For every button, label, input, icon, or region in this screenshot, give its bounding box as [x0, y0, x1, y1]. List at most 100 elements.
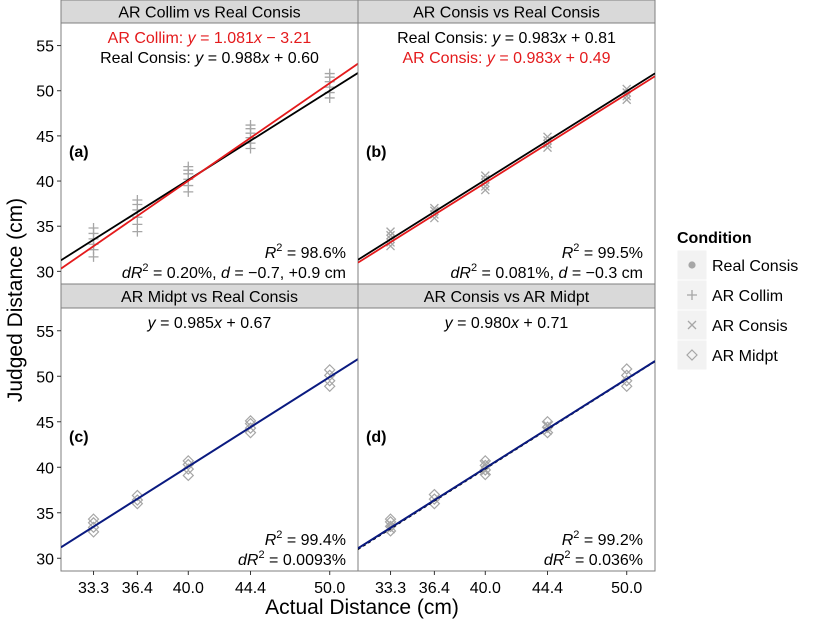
legend-item: AR Collim	[676, 279, 783, 311]
panel-background	[60, 22, 359, 285]
panel-tag: (b)	[366, 144, 386, 161]
data-point	[620, 363, 633, 375]
equation-label: y = 0.980x + 0.71	[444, 315, 569, 332]
y-tick-label: 40	[36, 174, 54, 191]
equation-label: Real Consis: y = 0.983x + 0.81	[397, 30, 616, 47]
x-tick-label: 44.4	[532, 580, 563, 597]
data-point	[88, 223, 99, 234]
data-point	[620, 374, 633, 387]
y-tick-label: 55	[36, 324, 54, 341]
data-point	[323, 364, 336, 376]
x-axis-label: Actual Distance (cm)	[265, 596, 459, 619]
data-point	[131, 489, 144, 502]
legend-label: Real Consis	[712, 258, 798, 275]
data-point	[386, 227, 395, 237]
fit-line	[358, 75, 655, 264]
equation-label: Real Consis: y = 0.988x + 0.60	[100, 50, 319, 67]
data-point	[87, 526, 100, 538]
y-tick-label: 45	[36, 129, 54, 146]
fit-line	[61, 62, 358, 270]
y-axis-ticks: 30 35 40 45 50 55 30 35 40 45 50 55	[36, 39, 61, 568]
y-tick-label: 30	[36, 551, 54, 568]
y-tick-label: 40	[36, 460, 54, 477]
data-point	[620, 369, 633, 382]
panel-tag: (c)	[69, 429, 89, 446]
y-tick-label: 35	[36, 219, 54, 236]
data-point	[131, 494, 144, 506]
legend-key	[676, 339, 708, 371]
x-tick-label: 33.3	[78, 580, 109, 597]
data-point	[182, 469, 195, 482]
fit-line	[358, 360, 655, 550]
data-point	[323, 380, 336, 393]
equation-label: y = 0.985x + 0.67	[147, 315, 272, 332]
panel-d: AR Consis vs AR Midpt y = 0.980x + 0.71 (d…	[357, 283, 656, 572]
d-r-squared-label: dR2 = 0.20%, d = −0.7, +0.9 cm	[122, 262, 346, 282]
data-point	[244, 426, 257, 439]
x-tick-label: 36.4	[122, 580, 153, 597]
panel-tag: (a)	[69, 144, 89, 161]
legend-dot-icon	[688, 261, 696, 269]
legend-diamond-icon	[686, 349, 698, 361]
data-point	[244, 414, 257, 427]
data-point	[479, 455, 492, 467]
data-point	[182, 463, 195, 475]
y-tick-label: 45	[36, 415, 54, 432]
data-point	[323, 369, 336, 382]
panel-c: AR Midpt vs Real Consis y = 0.985x + 0.67…	[60, 283, 359, 572]
y-tick-label: 30	[36, 264, 54, 281]
x-tick-label: 50.0	[611, 580, 642, 597]
y-tick-label: 50	[36, 369, 54, 386]
x-tick-label: 33.3	[375, 580, 406, 597]
data-point	[480, 466, 490, 476]
x-tick-label: 36.4	[419, 580, 450, 597]
facet-strip-label: AR Midpt vs Real Consis	[121, 289, 298, 306]
x-tick-label: 40.0	[173, 580, 204, 597]
data-point	[541, 421, 554, 434]
fit-lines	[61, 62, 358, 270]
data-point	[480, 185, 490, 195]
x-tick-label: 50.0	[314, 580, 345, 597]
y-tick-label: 35	[36, 506, 54, 523]
legend-item: AR Midpt	[676, 339, 778, 371]
fit-line	[61, 358, 358, 549]
x-tick-label: 40.0	[470, 580, 501, 597]
fit-lines	[61, 358, 358, 549]
r-squared-label: R2 = 99.2%	[562, 529, 643, 549]
data-point	[324, 68, 335, 79]
equation-label: AR Consis: y = 0.983x + 0.49	[402, 50, 610, 67]
data-point	[245, 120, 256, 131]
data-point	[541, 415, 554, 428]
panel-background	[357, 307, 656, 572]
r-squared-label: R2 = 99.4%	[265, 529, 346, 549]
legend-label: AR Midpt	[712, 348, 778, 365]
y-tick-label: 55	[36, 39, 54, 56]
legend-item: Real Consis	[676, 249, 798, 281]
facet-strip-label: AR Consis vs AR Midpt	[424, 289, 590, 306]
facet-strip-label: AR Consis vs Real Consis	[413, 5, 600, 22]
data-point	[244, 422, 257, 434]
facet-panels: AR Collim vs Real Consis AR Collim: y = 1…	[60, 0, 656, 572]
data-point	[132, 195, 143, 206]
facet-strip-label: AR Collim vs Real Consis	[118, 5, 300, 22]
data-point	[620, 380, 633, 393]
data-point	[479, 468, 492, 481]
facet-strip	[357, 283, 656, 309]
d-r-squared-label: dR2 = 0.036%	[544, 549, 643, 569]
legend-plus-icon	[687, 290, 697, 300]
facet-strip	[60, 283, 359, 309]
panel-tag: (d)	[366, 429, 386, 446]
legend-label: AR Consis	[712, 318, 788, 335]
data-point	[87, 513, 100, 525]
y-axis-label: Judged Distance (cm)	[4, 198, 27, 402]
x-tick-label: 44.4	[235, 580, 266, 597]
r-squared-label: R2 = 98.6%	[265, 242, 346, 262]
data-point	[622, 95, 632, 105]
y-tick-label: 50	[36, 84, 54, 101]
legend-cross-icon	[687, 320, 697, 330]
d-r-squared-label: dR2 = 0.0093%	[238, 549, 346, 569]
data-point	[183, 161, 194, 172]
legend-item: AR Consis	[676, 309, 788, 341]
